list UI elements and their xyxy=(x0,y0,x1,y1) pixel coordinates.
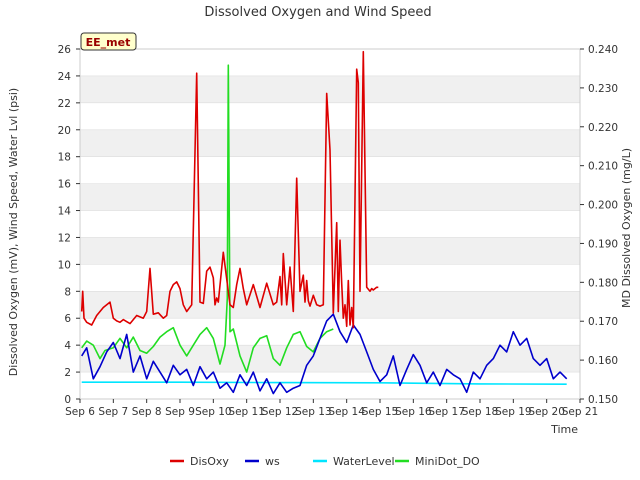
y-right-tick-label: 0.160 xyxy=(588,355,618,367)
y-left-tick-label: 18 xyxy=(58,152,71,164)
y-right-tick-label: 0.240 xyxy=(588,44,618,56)
x-tick-label: Sep 13 xyxy=(295,406,332,418)
grid-band xyxy=(80,291,580,319)
y-right-tick-label: 0.150 xyxy=(588,394,618,406)
x-tick-label: Sep 20 xyxy=(528,406,565,418)
x-tick-label: Sep 12 xyxy=(262,406,299,418)
y-left-tick-label: 8 xyxy=(64,286,71,298)
y-axis-right-ticks: 0.150 0.160 0.170 0.180 0.190 0.200 0.210 0.220… xyxy=(580,44,618,406)
y-left-tick-label: 16 xyxy=(58,179,72,191)
y-left-tick-label: 24 xyxy=(58,71,72,83)
x-tick-label: Sep 15 xyxy=(362,406,399,418)
x-tick-label: Sep 9 xyxy=(165,406,195,418)
legend-label: WaterLevel xyxy=(333,455,395,468)
chart-title: Dissolved Oxygen and Wind Speed xyxy=(204,5,431,20)
y-right-tick-label: 0.200 xyxy=(588,200,618,212)
y-left-tick-label: 26 xyxy=(58,44,72,56)
y-right-tick-label: 0.170 xyxy=(588,316,618,328)
x-tick-label: Sep 6 xyxy=(65,406,95,418)
y-right-tick-label: 0.220 xyxy=(588,122,618,134)
x-tick-label: Sep 10 xyxy=(195,406,232,418)
grid-band xyxy=(80,237,580,265)
y-axis-left-label: Dissolved Oxygen (mV), Wind Speed, Water… xyxy=(7,88,20,376)
y-left-tick-label: 14 xyxy=(58,206,72,218)
series-line-minidot-do xyxy=(81,64,334,373)
grid-bands xyxy=(80,48,580,400)
legend-label: ws xyxy=(265,455,280,468)
y-left-tick-label: 10 xyxy=(58,259,71,271)
series-line-ws xyxy=(81,313,568,395)
legend-label: MiniDot_DO xyxy=(415,455,480,468)
x-tick-label: Sep 21 xyxy=(562,406,599,418)
x-tick-label: Sep 16 xyxy=(395,406,432,418)
y-left-tick-label: 12 xyxy=(58,232,71,244)
legend: DisOxy ws WaterLevel MiniDot_DO xyxy=(170,455,480,468)
grid-band xyxy=(80,345,580,373)
x-tick-label: Sep 11 xyxy=(228,406,265,418)
station-badge-label: EE_met xyxy=(86,36,131,49)
x-tick-label: Sep 19 xyxy=(495,406,532,418)
y-left-tick-label: 6 xyxy=(64,313,71,325)
series-line-waterlevel xyxy=(81,381,567,386)
y-left-tick-label: 4 xyxy=(64,340,71,352)
y-left-tick-label: 20 xyxy=(58,125,71,137)
station-badge: EE_met xyxy=(80,32,137,51)
x-tick-label: Sep 18 xyxy=(462,406,499,418)
y-left-tick-label: 22 xyxy=(58,98,71,110)
plot-frame xyxy=(79,48,581,400)
x-tick-label: Sep 8 xyxy=(132,406,162,418)
grid-band xyxy=(80,75,580,103)
y-right-tick-label: 0.210 xyxy=(588,161,618,173)
x-tick-label: Sep 14 xyxy=(328,406,365,418)
legend-label: DisOxy xyxy=(190,455,229,468)
y-right-tick-label: 0.190 xyxy=(588,238,618,250)
y-axis-right-label: MD Dissolved Oxygen (mg/L) xyxy=(620,148,633,308)
y-left-tick-label: 2 xyxy=(64,367,71,379)
plot-background xyxy=(80,49,580,399)
series-line-disoxy xyxy=(80,50,379,329)
series-layer xyxy=(80,50,568,395)
y-left-tick-label: 0 xyxy=(64,394,71,406)
station-badge-box xyxy=(80,32,137,51)
y-right-tick-label: 0.230 xyxy=(588,83,618,95)
x-axis-label: Time xyxy=(550,423,578,436)
y-right-tick-label: 0.180 xyxy=(588,277,618,289)
x-tick-label: Sep 7 xyxy=(98,406,128,418)
x-tick-label: Sep 17 xyxy=(428,406,465,418)
